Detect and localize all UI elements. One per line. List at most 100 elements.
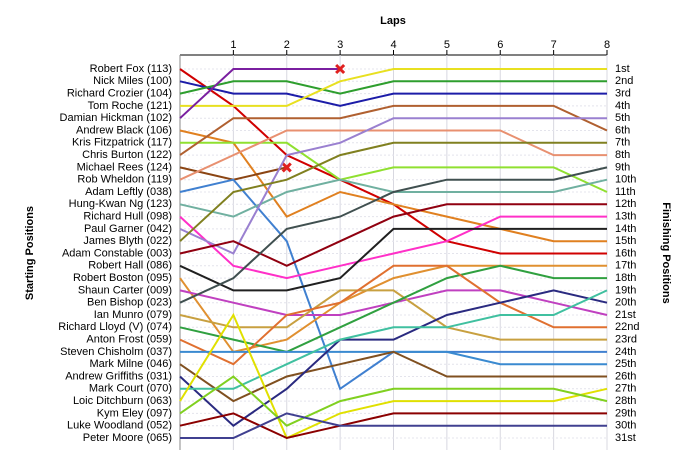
position-line: [179, 289, 607, 341]
y-axis-title: Starting Positions: [24, 206, 36, 300]
y2-tick-label: 13th: [615, 211, 636, 223]
x-tick-label: 2: [284, 39, 290, 51]
x-tick-label: 4: [390, 39, 396, 51]
position-line: [179, 166, 608, 304]
starting-position-label: Anton Frost (059): [86, 334, 172, 346]
starting-position-label: Tom Roche (121): [88, 100, 172, 112]
position-line: [179, 412, 607, 440]
starting-position-label: Loic Ditchburn (063): [73, 395, 172, 407]
starting-position-label: Robert Hall (086): [88, 260, 172, 272]
y2-tick-label: 10th: [615, 174, 636, 186]
starting-position-label: Michael Rees (124): [77, 161, 172, 173]
position-line: [179, 104, 608, 156]
y2-tick-label: 1st: [615, 63, 630, 75]
starting-position-label: Richard Lloyd (V) (074): [58, 321, 172, 333]
y2-tick-label: 7th: [615, 137, 630, 149]
y2-tick-label: 23rd: [615, 334, 637, 346]
y2-tick-label: 31st: [615, 432, 636, 444]
y2-tick-label: 27th: [615, 383, 636, 395]
y2-tick-label: 9th: [615, 161, 630, 173]
starting-position-label: Hung-Kwan Ng (123): [69, 198, 172, 210]
position-line: [179, 227, 607, 292]
starting-position-label: Shaun Carter (009): [78, 284, 172, 296]
y2-tick-label: 4th: [615, 100, 630, 112]
y2-tick-label: 16th: [615, 247, 636, 259]
starting-position-label: Damian Hickman (102): [60, 112, 172, 124]
y2-tick-label: 15th: [615, 235, 636, 247]
x-tick-label: 8: [604, 39, 610, 51]
starting-position-label: Nick Miles (100): [93, 75, 172, 87]
retired-marker: [335, 63, 346, 75]
y2-tick-label: 11th: [615, 186, 636, 198]
starting-position-label: Andrew Black (106): [76, 124, 172, 136]
y2-tick-label: 25th: [615, 358, 636, 370]
position-line: [179, 312, 608, 440]
y2-tick-label: 28th: [615, 395, 636, 407]
position-line: [180, 412, 607, 439]
y2-tick-label: 14th: [615, 223, 636, 235]
starting-position-label: Richard Hull (098): [83, 211, 172, 223]
starting-position-label: Mark Court (070): [89, 383, 172, 395]
position-line: [179, 68, 341, 119]
y2-tick-label: 2nd: [615, 75, 633, 87]
y2-tick-label: 5th: [615, 112, 630, 124]
starting-position-label: Kris Fitzpatrick (117): [72, 137, 172, 149]
starting-position-label: Chris Burton (122): [82, 149, 172, 161]
starting-position-label: James Blyth (022): [83, 235, 172, 247]
position-line: [180, 289, 608, 390]
position-line: [179, 117, 607, 255]
starting-position-label: Ben Bishop (023): [87, 297, 172, 309]
x-tick-label: 6: [497, 39, 503, 51]
position-line: [179, 289, 608, 427]
y2-tick-label: 17th: [615, 260, 636, 272]
position-line: [179, 264, 607, 366]
position-line: [179, 129, 607, 181]
starting-position-label: Steven Chisholm (037): [60, 346, 172, 358]
chart-title: Laps: [380, 15, 406, 27]
y2-tick-label: 20th: [615, 297, 636, 309]
position-line: [179, 141, 607, 242]
starting-position-label: Luke Woodland (052): [67, 420, 172, 432]
y2-tick-label: 22nd: [615, 321, 639, 333]
starting-position-label: Ian Munro (079): [94, 309, 172, 321]
y2-tick-label: 26th: [615, 370, 636, 382]
position-line: [179, 80, 607, 107]
position-line: [179, 215, 607, 280]
y2-tick-label: 19th: [615, 284, 636, 296]
y2-tick-label: 21st: [615, 309, 636, 321]
y2-tick-label: 18th: [615, 272, 636, 284]
x-tick-label: 1: [230, 39, 236, 51]
starting-position-label: Peter Moore (065): [83, 432, 172, 444]
position-line: [180, 141, 608, 193]
position-line: [180, 68, 607, 107]
y2-tick-label: 24th: [615, 346, 636, 358]
y2-tick-label: 12th: [615, 198, 636, 210]
starting-position-label: Mark Milne (046): [89, 358, 172, 370]
y2-axis-title: Finishing Positions: [660, 202, 672, 303]
starting-position-label: Andrew Griffiths (031): [65, 370, 172, 382]
starting-position-label: Richard Crozier (104): [67, 88, 172, 100]
y2-tick-label: 8th: [615, 149, 630, 161]
y2-tick-label: 30th: [615, 420, 636, 432]
retired-marker: [281, 162, 292, 173]
starting-position-label: Robert Boston (095): [73, 272, 172, 284]
y2-tick-label: 6th: [615, 124, 630, 136]
starting-position-label: Kym Eley (097): [97, 407, 172, 419]
starting-position-label: Adam Leftly (038): [85, 186, 172, 198]
y2-tick-label: 3rd: [615, 88, 631, 100]
starting-position-label: Adam Constable (003): [62, 247, 172, 259]
starting-position-label: Rob Wheldon (119): [77, 174, 172, 186]
starting-position-label: Robert Fox (113): [90, 63, 172, 75]
position-line: [179, 264, 607, 353]
position-line: [179, 80, 607, 95]
position-line: [179, 129, 607, 243]
position-line: [179, 203, 607, 267]
position-line: [179, 375, 608, 427]
x-tick-label: 7: [551, 39, 557, 51]
y2-tick-label: 29th: [615, 407, 636, 419]
x-tick-label: 3: [337, 39, 343, 51]
x-tick-label: 5: [444, 39, 450, 51]
starting-position-label: Paul Garner (042): [84, 223, 172, 235]
